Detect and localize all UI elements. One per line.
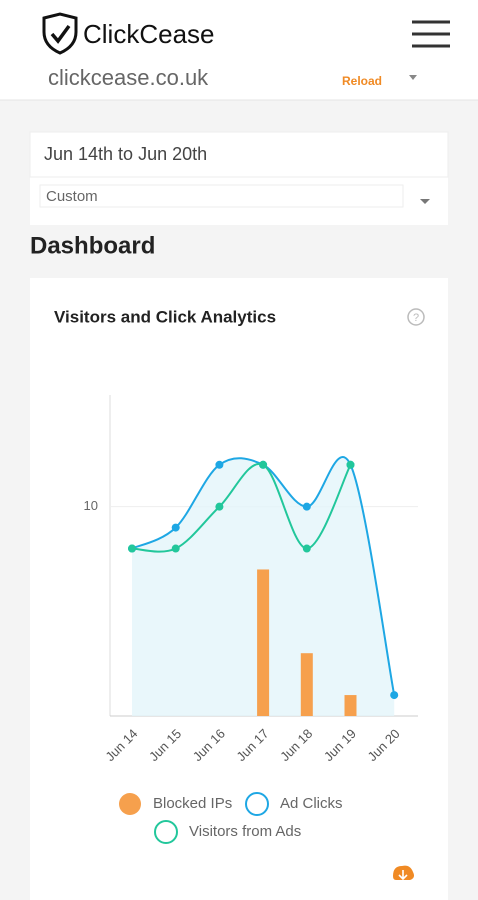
line [131,455,396,696]
help-icon[interactable] [407,308,425,326]
help-icon-glyph[interactable]: ? [413,312,419,324]
page-title: Dashboard [30,232,155,259]
logo-shield [42,12,78,55]
logo-check [50,24,71,44]
brand-name: ClickCease [83,19,215,49]
bar [344,695,357,716]
preset-label[interactable]: Custom [46,188,98,205]
point [171,523,180,532]
point [346,460,355,469]
point [302,502,311,511]
preset-caret[interactable] [420,199,430,204]
legend-swatch [245,792,269,816]
domain-caret[interactable] [409,75,417,80]
download-arrow[interactable] [398,870,408,881]
date-range[interactable]: Jun 14th to Jun 20th [44,144,207,164]
point [302,544,311,553]
legend-swatch [154,820,178,844]
menu-button[interactable] [412,20,450,48]
point [128,544,136,553]
date-input[interactable] [29,131,449,178]
domain-name[interactable]: clickcease.co.uk [48,65,209,90]
point [390,691,399,700]
bar [300,653,313,716]
point [215,460,224,469]
bar [257,569,270,716]
point [215,502,224,511]
point [259,460,268,469]
legend-swatch [119,793,141,815]
legend-label: Ad Clicks [280,795,343,812]
legend-label: Visitors from Ads [189,823,301,840]
reload-button[interactable]: Reload [342,74,382,88]
header-bar [0,0,478,100]
y-tick-label: 10 [84,498,98,513]
chart-title: Visitors and Click Analytics [54,307,276,326]
legend-label: Blocked IPs [153,795,232,812]
preset-select[interactable] [39,184,404,208]
point [171,544,180,553]
legend: Blocked IPs Ad Clicks Visitors from Ads [119,792,343,844]
